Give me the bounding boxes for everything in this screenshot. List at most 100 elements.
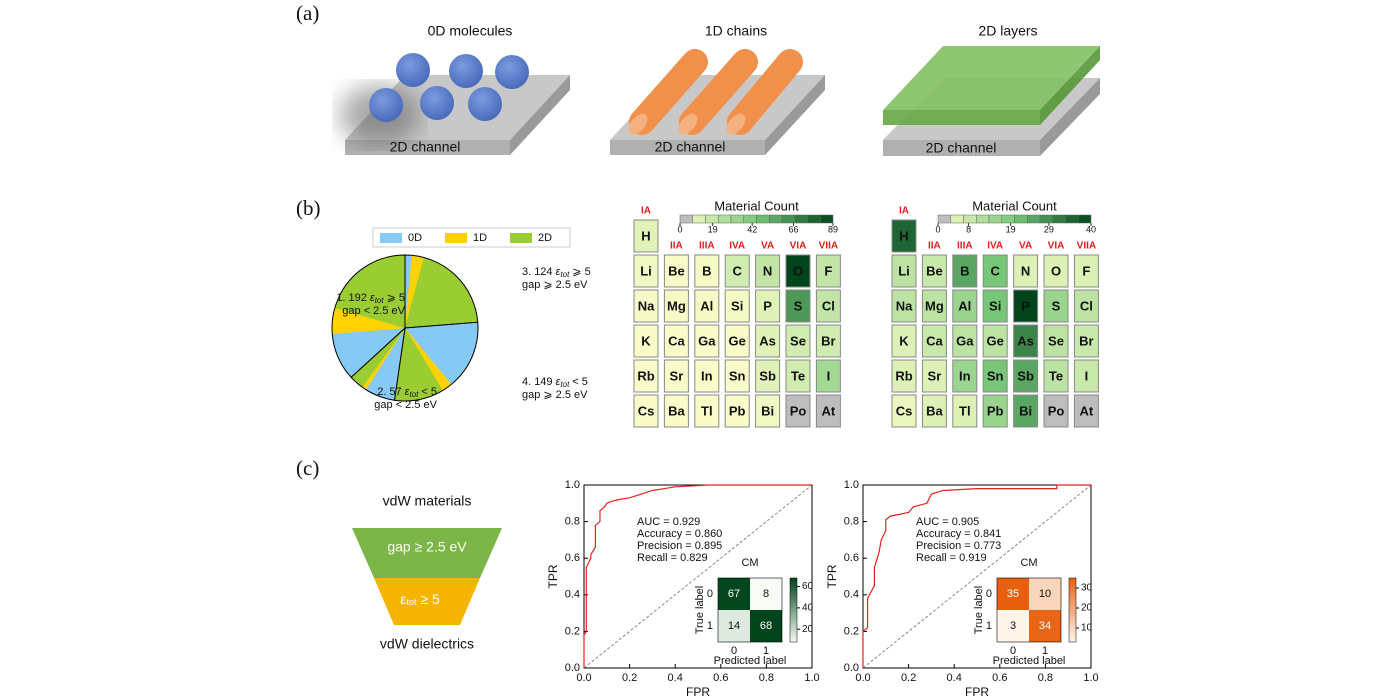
cm-value: 67 xyxy=(728,588,740,600)
element-cell xyxy=(1043,254,1069,288)
pie-cond: ⩾ 5 xyxy=(572,266,590,278)
element-symbol: Si xyxy=(989,298,1001,313)
colorbar-segment xyxy=(820,214,834,224)
group-label: IIA xyxy=(670,241,683,252)
x-tick-label: 0.8 xyxy=(759,672,774,684)
pie-index: 3. xyxy=(522,266,531,278)
y-tick-label: 0.4 xyxy=(565,589,580,601)
funnel-bottom: vdW dielectrics xyxy=(380,636,474,652)
element-cell xyxy=(1013,324,1039,358)
element-cell xyxy=(724,254,750,288)
element-cell xyxy=(952,289,978,323)
element-symbol: Sn xyxy=(729,368,746,383)
plot-frame xyxy=(862,484,1092,669)
colorbar-segment xyxy=(679,214,693,224)
cm-cell xyxy=(718,610,750,642)
element-symbol: Rb xyxy=(895,368,912,383)
element-cell xyxy=(982,324,1008,358)
element-cell xyxy=(724,359,750,393)
colorbar-segment xyxy=(743,214,757,224)
x-axis-label: FPR xyxy=(965,685,989,699)
funnel-top: vdW materials xyxy=(383,493,472,509)
pie-gap: gap ⩾ 2.5 eV xyxy=(522,279,588,291)
element-cell xyxy=(815,394,841,428)
cm-colorbar-label: 30 xyxy=(1081,583,1093,594)
element-symbol: Bi xyxy=(761,403,774,418)
element-cell xyxy=(663,359,689,393)
base-label: 2D channel xyxy=(926,140,997,156)
colorbar-tick-label: 29 xyxy=(1044,224,1054,234)
element-symbol: Ga xyxy=(956,333,974,348)
metric: Accuracy = 0.841 xyxy=(916,528,1001,540)
pie-cond: < 5 xyxy=(572,376,588,388)
element-symbol: B xyxy=(960,263,969,278)
element-cell xyxy=(755,359,781,393)
cm-cell xyxy=(750,610,782,642)
element-symbol: I xyxy=(1085,368,1089,383)
element-cell xyxy=(921,394,947,428)
element-cell xyxy=(1073,359,1099,393)
cm-value: 68 xyxy=(760,620,772,632)
y-axis-label: TPR xyxy=(546,564,560,588)
chance-line xyxy=(583,484,813,669)
element-cell xyxy=(982,394,1008,428)
cm-colorbar-label: 20 xyxy=(1081,603,1093,614)
group-label: IVA xyxy=(987,241,1003,252)
element-cell xyxy=(755,289,781,323)
element-symbol: B xyxy=(702,263,711,278)
element-cell xyxy=(694,324,720,358)
pie-group xyxy=(331,254,406,378)
colorbar-segment xyxy=(988,214,1002,224)
element-cell xyxy=(724,289,750,323)
element-cell xyxy=(694,289,720,323)
element-symbol: S xyxy=(794,298,803,313)
element-cell xyxy=(724,394,750,428)
y-tick-label: 0.6 xyxy=(844,552,859,564)
element-cell xyxy=(952,324,978,358)
y-tick-label: 1.0 xyxy=(844,479,859,491)
cm-frame xyxy=(717,577,783,643)
panel-label: (c) xyxy=(296,456,319,480)
group-label: VIIA xyxy=(819,241,838,252)
colorbar-tick-label: 19 xyxy=(708,224,718,234)
chance-line xyxy=(862,484,1092,669)
metric: AUC = 0.905 xyxy=(916,516,979,528)
pie-value: 149 xyxy=(534,376,552,388)
element-cell xyxy=(633,394,659,428)
pie-eps: ε xyxy=(405,386,410,398)
cm-title: CM xyxy=(1020,557,1037,569)
cm-x-label: Predicted label xyxy=(714,655,787,667)
element-cell xyxy=(815,289,841,323)
pie-value: 124 xyxy=(534,266,552,278)
pie-group xyxy=(404,254,479,329)
y-tick-label: 0.0 xyxy=(844,662,859,674)
element-cell xyxy=(1013,359,1039,393)
cm-value: 14 xyxy=(728,620,740,632)
y-tick-label: 0.8 xyxy=(844,516,859,528)
y-tick-label: 0.4 xyxy=(844,589,859,601)
cm-y-tick-label: 0 xyxy=(986,588,992,600)
element-cell xyxy=(1043,394,1069,428)
cm-cell xyxy=(1029,578,1061,610)
element-cell xyxy=(724,324,750,358)
legend-swatch xyxy=(380,233,402,243)
x-tick-label: 0.2 xyxy=(622,672,637,684)
y-tick-label: 1.0 xyxy=(565,479,580,491)
element-symbol: Be xyxy=(668,263,685,278)
cm-x-tick-label: 0 xyxy=(1010,645,1016,657)
element-cell xyxy=(815,254,841,288)
cm-value: 10 xyxy=(1039,588,1051,600)
funnel-stage xyxy=(352,528,502,578)
cm-value: 34 xyxy=(1039,620,1051,632)
element-cell xyxy=(891,359,917,393)
element-symbol: Ca xyxy=(926,333,943,348)
cm-colorbar-label: 60 xyxy=(802,581,814,592)
element-symbol: H xyxy=(641,228,650,243)
element-symbol: Sr xyxy=(670,368,684,383)
colorbar-segment xyxy=(730,214,744,224)
element-symbol: Ba xyxy=(668,403,685,418)
element-symbol: Sb xyxy=(1017,368,1034,383)
element-symbol: At xyxy=(1080,403,1094,418)
element-symbol: K xyxy=(641,333,651,348)
element-cell xyxy=(694,254,720,288)
